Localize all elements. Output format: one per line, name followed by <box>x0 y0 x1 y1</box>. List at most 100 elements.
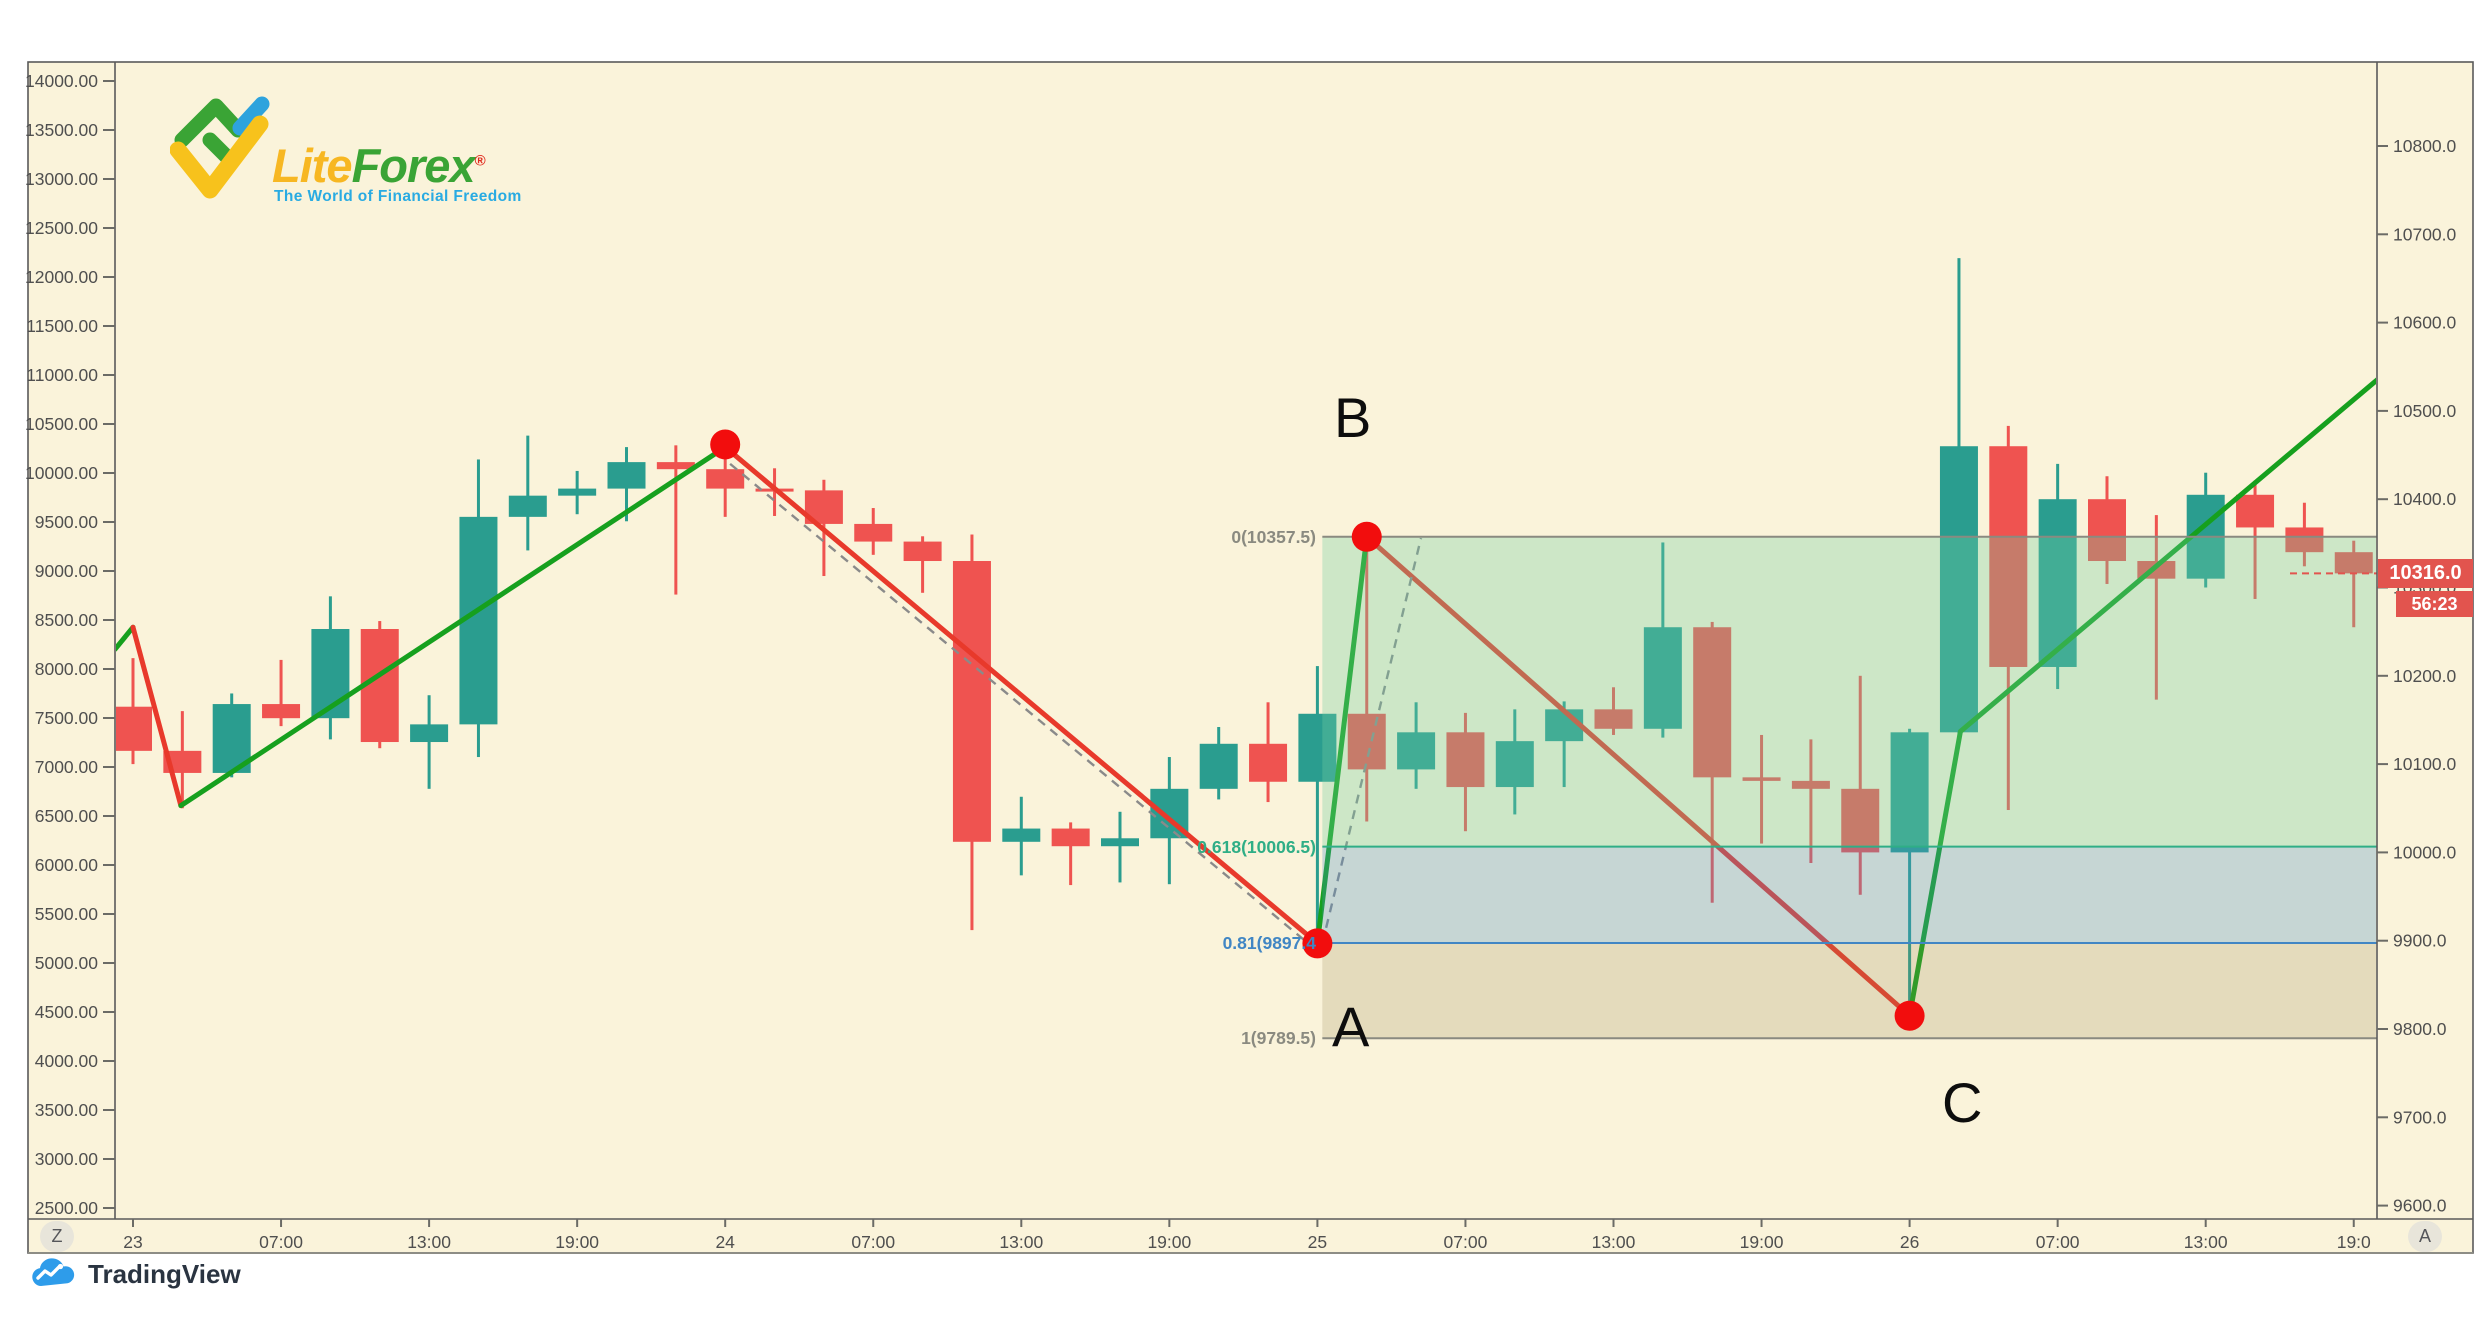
left-axis-tick-label: 6000.00 <box>35 855 99 875</box>
left-axis-tick-label: 7000.00 <box>35 757 99 777</box>
time-axis-tick-label: 23 <box>123 1232 142 1252</box>
left-axis-tick-label: 14000.00 <box>25 71 98 91</box>
timezone-button[interactable]: Z <box>40 1221 74 1252</box>
fib-level-label-0: 0(10357.5) <box>1231 527 1316 547</box>
left-axis-tick-label: 2500.00 <box>35 1198 99 1218</box>
left-axis-tick-label: 13500.00 <box>25 120 98 140</box>
left-axis-tick-label: 5000.00 <box>35 953 99 973</box>
candle <box>1989 425 2028 811</box>
left-axis-tick-label: 4500.00 <box>35 1002 99 1022</box>
candle <box>410 695 449 789</box>
left-axis-tick-label: 10500.00 <box>25 414 98 434</box>
fib-level-label-1: 1(9789.5) <box>1241 1028 1316 1048</box>
left-axis-tick-label: 4000.00 <box>35 1051 99 1071</box>
tradingview-cloud-icon <box>32 1258 75 1286</box>
candle <box>1643 542 1682 738</box>
left-axis-tick-label: 12000.00 <box>25 267 98 287</box>
right-axis-tick-label: 10500.0 <box>2393 401 2457 421</box>
right-axis-tick-label: 10800.0 <box>2393 136 2457 156</box>
candle <box>903 536 942 593</box>
candle <box>1249 702 1288 803</box>
candle <box>1199 727 1238 800</box>
left-axis-tick-label: 9000.00 <box>35 561 99 581</box>
candle <box>2236 480 2275 599</box>
fib-guide-dashed-line <box>729 462 1314 948</box>
auto-scale-button[interactable]: A <box>2408 1221 2442 1252</box>
time-axis-tick-label: 19:00 <box>1740 1232 1784 1252</box>
left-axis-tick-label: 8500.00 <box>35 610 99 630</box>
time-axis-tick-label: 07:00 <box>2036 1232 2080 1252</box>
zigzag-green-segment <box>116 624 136 652</box>
time-axis[interactable]: 23 07:00 13:00 19:00 24 07:00 13:00 19:00 25 07:0… <box>123 1219 2371 1252</box>
candle <box>311 596 350 740</box>
zigzag-red-segment <box>130 624 184 809</box>
left-axis-tick-label: 9500.00 <box>35 512 99 532</box>
logo-text-lite: Lite <box>272 139 353 192</box>
zigzag-green-segment <box>1907 377 2376 1019</box>
zigzag-red-segment <box>722 444 1320 946</box>
last-price-badge: 10316.0 <box>2378 559 2473 588</box>
candle <box>1101 811 1139 883</box>
left-axis-tick-label: 5500.00 <box>35 904 99 924</box>
candle <box>656 445 695 595</box>
left-axis-tick-label: 3000.00 <box>35 1149 99 1169</box>
time-axis-tick-label: 13:00 <box>407 1232 451 1252</box>
candle <box>607 447 646 522</box>
swing-label-a: A <box>1332 995 1370 1058</box>
candle <box>1495 709 1534 815</box>
pivot-dot[interactable] <box>1302 928 1333 959</box>
zigzag-red-segment <box>1364 534 1913 1019</box>
markers-layer <box>710 429 2377 1031</box>
candle <box>1002 796 1041 876</box>
fib-lines-layer <box>1322 535 2377 1040</box>
right-axis-tick-label: 10600.0 <box>2393 313 2457 333</box>
fib-zone <box>1322 536 2376 847</box>
candle <box>1594 687 1633 735</box>
candle <box>2285 502 2324 567</box>
candle <box>1791 739 1830 863</box>
liteforex-tagline: The World of Financial Freedom <box>274 188 522 205</box>
left-axis-tick-label: 13000.00 <box>25 169 98 189</box>
candle <box>1347 537 1386 822</box>
fib-guide-dashed-line <box>1321 537 1423 944</box>
left-price-axis[interactable]: 14000.00 13500.00 13000.00 12500.00 12000.00… <box>25 71 115 1218</box>
time-axis-tick-label: 13:00 <box>2184 1232 2228 1252</box>
candle <box>706 453 745 517</box>
candle <box>1742 734 1781 844</box>
candle <box>1298 666 1337 944</box>
candle <box>1693 621 1732 903</box>
time-axis-tick-label: 07:00 <box>1444 1232 1488 1252</box>
right-price-axis[interactable]: 10800.010700.010600.010500.010400.010300… <box>2377 136 2457 1216</box>
swing-label-c: C <box>1942 1071 1983 1134</box>
candle <box>558 470 597 515</box>
pivot-dot[interactable] <box>710 429 741 460</box>
right-axis-tick-label: 10200.0 <box>2393 666 2457 686</box>
left-axis-tick-label: 10000.00 <box>25 463 98 483</box>
zigzag-green-segment <box>1314 534 1370 946</box>
time-axis-tick-label: 26 <box>1900 1232 1919 1252</box>
pivot-dot[interactable] <box>1351 521 1382 552</box>
tradingview-attribution[interactable]: TradingView <box>30 1256 241 1292</box>
axes-layer[interactable]: 14000.00 13500.00 13000.00 12500.00 12000.00… <box>25 62 2473 1254</box>
candle <box>1446 712 1485 832</box>
left-axis-tick-label: 3500.00 <box>35 1100 99 1120</box>
liteforex-logo-text: LiteForex® <box>272 138 486 193</box>
left-axis-tick-label: 12500.00 <box>25 218 98 238</box>
zigzag-green-segment <box>178 444 728 809</box>
pivot-dot[interactable] <box>1894 1000 1925 1031</box>
fib-zone <box>1322 942 2376 1039</box>
liteforex-logo-icon <box>170 96 270 199</box>
right-axis-tick-label: 10000.0 <box>2393 842 2457 862</box>
time-axis-tick-label: 25 <box>1308 1232 1327 1252</box>
right-axis-tick-label: 9700.0 <box>2393 1107 2447 1127</box>
swing-label-b: B <box>1334 386 1372 449</box>
candle <box>2088 476 2126 584</box>
time-axis-tick-label: 13:00 <box>999 1232 1043 1252</box>
time-axis-tick-label: 19:00 <box>1147 1232 1191 1252</box>
left-axis-tick-label: 8000.00 <box>35 659 99 679</box>
candle <box>1051 822 1090 886</box>
time-axis-tick-label: 19:00 <box>555 1232 599 1252</box>
right-axis-tick-label: 9900.0 <box>2393 931 2447 951</box>
left-axis-tick-label: 11500.00 <box>26 316 98 336</box>
